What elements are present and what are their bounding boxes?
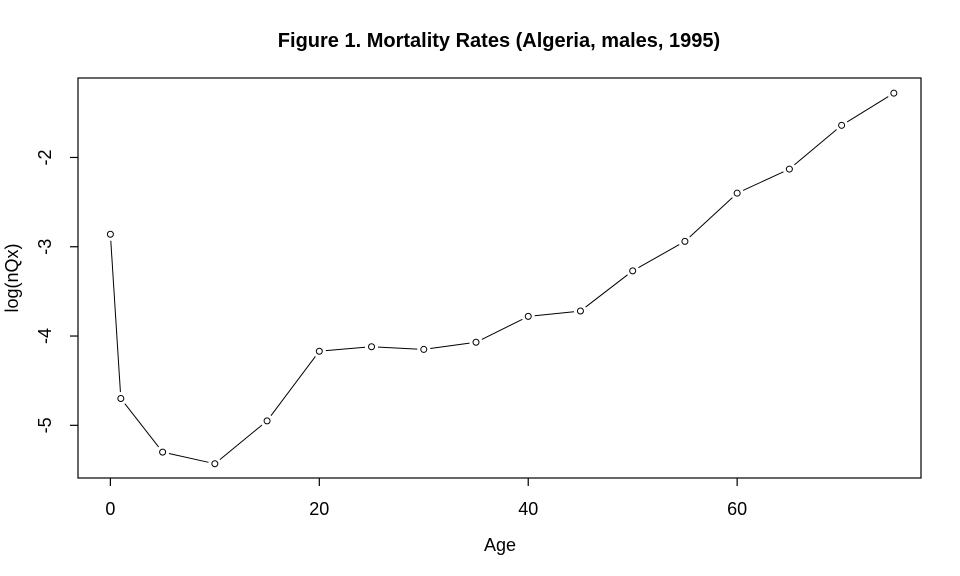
- data-line-segment: [325, 346, 366, 352]
- y-tick-label: -3: [35, 239, 55, 255]
- data-point-marker: [576, 307, 584, 315]
- x-tick-label: 0: [105, 499, 115, 519]
- data-point-marker: [838, 121, 846, 129]
- data-line-segment: [534, 311, 575, 317]
- data-point-marker: [524, 312, 532, 320]
- y-tick-label: -2: [35, 149, 55, 165]
- x-tick-label: 40: [518, 499, 538, 519]
- plot-border: [77, 77, 922, 479]
- data-point-marker: [106, 230, 114, 238]
- axis-ticks-layer: 0 20 40 60 -2 -3 -4 -5: [35, 149, 747, 519]
- data-line-segment: [585, 274, 628, 308]
- data-point-marker: [159, 448, 167, 456]
- data-point-marker: [890, 89, 898, 97]
- data-series-layer: [106, 89, 898, 468]
- y-axis-label: log(nQx): [2, 243, 22, 312]
- x-tick-label: 60: [727, 499, 747, 519]
- chart-title: Figure 1. Mortality Rates (Algeria, male…: [278, 30, 720, 52]
- data-point-marker: [315, 347, 323, 355]
- data-point-marker: [117, 395, 125, 403]
- data-line-segment: [794, 129, 837, 166]
- data-line-segment: [219, 424, 263, 460]
- data-line-segment: [270, 356, 316, 416]
- data-line-segment: [481, 318, 523, 340]
- data-point-marker: [420, 345, 428, 353]
- data-point-marker: [263, 417, 271, 425]
- data-line-segment: [378, 346, 418, 350]
- data-line-segment: [168, 453, 209, 463]
- data-point-marker: [681, 237, 689, 245]
- data-point-marker: [211, 460, 219, 468]
- data-point-marker: [785, 165, 793, 173]
- x-tick-label: 20: [309, 499, 329, 519]
- data-line-segment: [430, 342, 470, 350]
- x-axis-label: Age: [484, 535, 516, 555]
- data-line-segment: [846, 96, 889, 123]
- data-line-segment: [689, 197, 733, 238]
- y-tick-label: -5: [35, 417, 55, 433]
- data-line-segment: [742, 171, 784, 191]
- data-line-segment: [110, 240, 121, 393]
- data-line-segment: [638, 244, 680, 269]
- data-point-marker: [368, 343, 376, 351]
- data-point-marker: [472, 338, 480, 346]
- data-point-marker: [629, 267, 637, 275]
- data-line-segment: [124, 403, 160, 448]
- y-tick-label: -4: [35, 328, 55, 344]
- data-point-marker: [733, 189, 741, 197]
